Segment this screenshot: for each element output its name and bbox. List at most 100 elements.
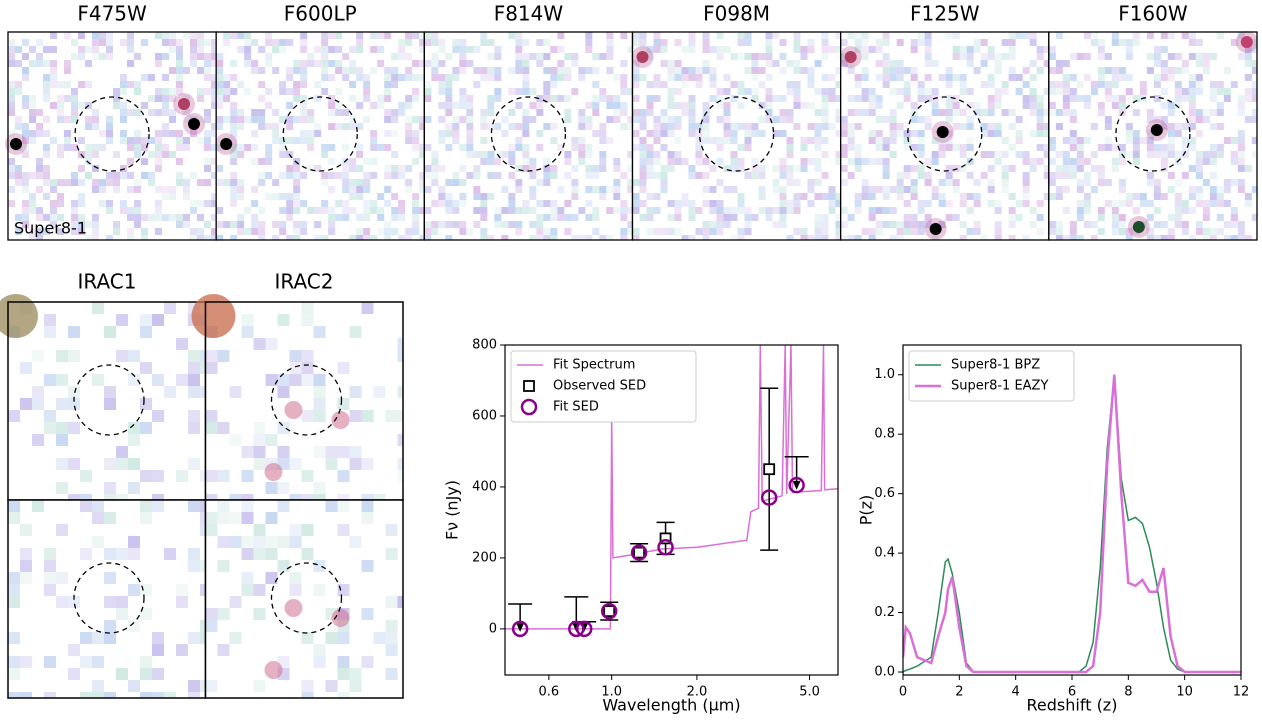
noise-pixel — [438, 74, 446, 81]
noise-pixel — [99, 144, 106, 151]
noise-pixel — [994, 207, 1002, 214]
noise-pixel — [56, 596, 68, 608]
noise-pixel — [300, 67, 308, 74]
noise-pixel — [821, 39, 829, 46]
noise-pixel — [1132, 130, 1140, 137]
noise-pixel — [1146, 214, 1154, 221]
noise-pixel — [188, 560, 200, 572]
noise-pixel — [1244, 116, 1252, 123]
noise-pixel — [847, 109, 855, 116]
noise-pixel — [385, 410, 398, 422]
noise-pixel — [674, 123, 682, 130]
noise-pixel — [183, 144, 190, 151]
noise-pixel — [814, 109, 822, 116]
noise-pixel — [241, 656, 254, 668]
noise-pixel — [889, 186, 897, 193]
noise-pixel — [543, 235, 551, 240]
noise-pixel — [229, 536, 242, 548]
aperture — [1115, 96, 1191, 172]
noise-pixel — [148, 109, 155, 116]
noise-pixel — [277, 692, 290, 698]
noise-pixel — [391, 130, 399, 137]
noise-pixel — [1036, 46, 1044, 53]
noise-pixel — [875, 186, 883, 193]
noise-pixel — [216, 179, 224, 186]
noise-pixel — [702, 102, 710, 109]
noise-pixel — [466, 144, 474, 151]
noise-pixel — [1139, 81, 1147, 88]
noise-pixel — [356, 39, 364, 46]
noise-pixel — [1048, 179, 1056, 186]
noise-pixel — [1174, 67, 1182, 74]
fit-point — [511, 620, 529, 638]
noise-pixel — [397, 680, 403, 692]
noise-pixel — [176, 596, 188, 608]
noise-pixel — [253, 446, 266, 458]
noise-pixel — [543, 179, 551, 186]
noise-pixel — [653, 95, 661, 102]
noise-pixel — [632, 67, 640, 74]
noise-pixel — [786, 137, 794, 144]
noise-pixel — [106, 123, 113, 130]
noise-pixel — [15, 88, 22, 95]
noise-pixel — [68, 668, 80, 680]
noise-pixel — [973, 67, 981, 74]
noise-pixel — [515, 228, 523, 235]
noise-pixel — [592, 109, 600, 116]
noise-pixel — [44, 584, 56, 596]
noise-pixel — [241, 512, 254, 524]
noise-pixel — [293, 179, 301, 186]
noise-pixel — [99, 186, 106, 193]
noise-pixel — [882, 74, 890, 81]
noise-pixel — [945, 214, 953, 221]
noise-pixel — [363, 116, 371, 123]
noise-pixel — [695, 81, 703, 88]
noise-pixel — [952, 144, 960, 151]
noise-pixel — [508, 144, 516, 151]
noise-pixel — [127, 235, 134, 240]
noise-pixel — [807, 39, 815, 46]
noise-pixel — [779, 200, 787, 207]
noise-pixel — [987, 46, 995, 53]
noise-pixel — [564, 74, 572, 81]
noise-pixel — [599, 95, 607, 102]
noise-pixel — [557, 74, 565, 81]
noise-pixel — [1118, 144, 1126, 151]
noise-pixel — [987, 53, 995, 60]
noise-pixel — [1188, 39, 1196, 46]
noise-pixel — [1251, 116, 1257, 123]
noise-pixel — [22, 207, 29, 214]
noise-pixel — [793, 102, 801, 109]
noise-pixel — [1001, 151, 1009, 158]
series-line — [505, 345, 838, 630]
noise-pixel — [840, 235, 848, 240]
noise-pixel — [1209, 144, 1217, 151]
noise-pixel — [1202, 179, 1210, 186]
noise-pixel — [709, 221, 717, 228]
noise-pixel — [868, 95, 876, 102]
filter-label: F475W — [77, 2, 147, 26]
noise-pixel — [349, 67, 357, 74]
noise-pixel — [56, 560, 68, 572]
noise-pixel — [361, 458, 374, 470]
x-axis-label: Wavelength (μm) — [602, 696, 740, 715]
noise-pixel — [959, 53, 967, 60]
noise-pixel — [120, 207, 127, 214]
noise-pixel — [155, 158, 162, 165]
noise-pixel — [80, 494, 92, 500]
noise-pixel — [1139, 200, 1147, 207]
noise-pixel — [660, 60, 668, 67]
noise-pixel — [8, 165, 15, 172]
noise-pixel — [585, 39, 593, 46]
noise-pixel — [737, 158, 745, 165]
noise-pixel — [205, 494, 218, 500]
noise-pixel — [571, 193, 579, 200]
noise-pixel — [751, 130, 759, 137]
noise-pixel — [1097, 46, 1105, 53]
noise-pixel — [419, 235, 425, 240]
filter-label: F098M — [703, 2, 770, 26]
noise-pixel — [205, 560, 218, 572]
noise-pixel — [92, 109, 99, 116]
noise-pixel — [419, 116, 425, 123]
